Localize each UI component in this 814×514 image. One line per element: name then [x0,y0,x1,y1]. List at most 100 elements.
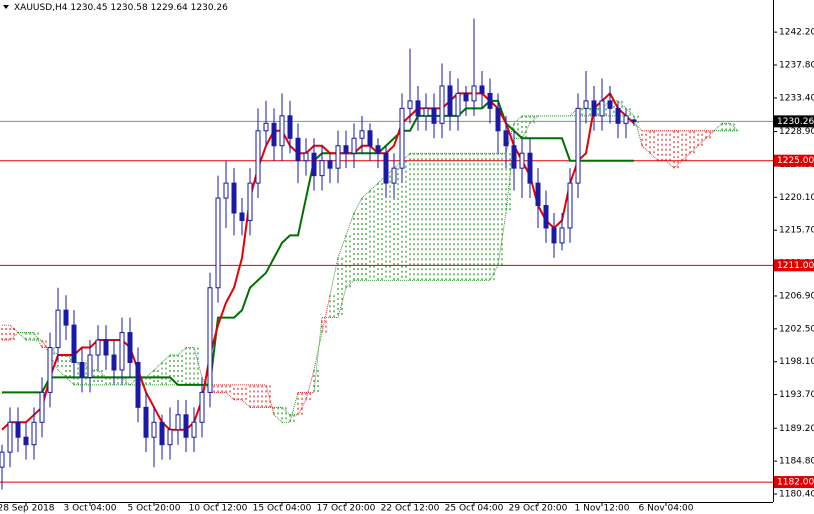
candle-body [511,145,517,169]
candle-body [551,227,557,244]
candle-body [487,92,493,109]
senkou-b [521,123,531,139]
candle-body [447,85,453,117]
price-label-bg [774,154,814,167]
candle-body [519,152,525,169]
candle-body [79,361,85,378]
candle-body [615,107,621,124]
candle-body [215,197,221,289]
x-tick-label: 1 Nov 12:00 [575,504,630,514]
x-tick-label: 15 Oct 04:00 [253,504,312,514]
y-tick-label: 1189.20 [779,424,814,434]
senkou-b [313,317,323,393]
menu-triangle[interactable] [3,5,9,9]
candle-body [359,130,365,139]
last-price-label: 1230.26 [777,117,814,127]
candle-body [295,137,301,162]
candle-body [503,130,509,147]
candle-body [55,309,61,349]
candle-body [343,145,349,154]
candle-body [439,85,445,124]
candle-body [623,115,629,124]
candle-body [319,160,325,177]
candle-body [175,414,181,431]
candle-body [527,152,533,184]
candle-body [0,451,5,468]
x-tick-label: 17 Oct 20:00 [317,504,376,514]
price-label: 1211.00 [777,261,814,271]
kijun-line [2,99,634,394]
candle-body [263,122,269,132]
senkou-b [489,265,499,281]
x-tick-label: 22 Oct 12:00 [381,504,440,514]
candle-body [63,309,69,326]
candle-body [207,287,213,393]
chart-title: XAUUSD,H4 1230.45 1230.58 1229.64 1230.2… [14,3,228,13]
price-label-bg [774,476,814,489]
candle-body [103,339,109,356]
x-tick-label: 3 Oct 04:00 [64,504,117,514]
x-tick-label: 29 Oct 20:00 [509,504,568,514]
close-value: 1230.26 [191,3,228,13]
y-tick-label: 1198.10 [779,357,814,367]
candle-body [7,421,13,453]
x-tick-label: 28 Sep 2018 [0,504,55,514]
candle-body [135,361,141,408]
candle-body [567,182,573,229]
candle-body [471,85,477,102]
candle-body [495,107,501,132]
candle-body [143,406,149,438]
candle-body [39,391,45,423]
candle-body [287,115,293,139]
senkou-a [329,257,339,296]
y-tick-label: 1180.40 [779,490,814,500]
candle-body [455,92,461,117]
candle-body [431,107,437,124]
candle-body [255,130,261,184]
candle-body [247,182,253,221]
last-price-bg [774,115,814,128]
candle-body [479,85,485,94]
y-tick-label: 1233.40 [779,93,814,103]
candle-body [151,421,157,438]
candle-body [71,324,77,363]
candle-body [311,152,317,177]
candle-body [399,107,405,169]
candle-body [23,436,29,446]
candle-body [559,227,565,244]
candle-body [335,145,341,169]
y-tick-label: 1242.20 [779,28,814,38]
y-tick-label: 1237.80 [779,61,814,71]
candle-body [423,107,429,117]
y-tick-label: 1206.90 [779,291,814,301]
candle-body [391,167,397,184]
candle-body [119,332,125,371]
y-tick-label: 1193.70 [779,390,814,400]
candle-body [383,152,389,184]
candle-body [327,160,333,169]
candle-body [607,100,613,109]
senkou-a [353,197,363,214]
candle-body [191,421,197,438]
candle-body [239,212,245,221]
x-tick-label: 25 Oct 04:00 [445,504,504,514]
candle-body [223,182,229,199]
senkou-b [497,212,507,266]
x-tick-label: 10 Oct 12:00 [189,504,248,514]
candle-body [87,354,93,378]
x-tick-label: 6 Nov 04:00 [639,504,694,514]
candle-body [47,347,53,393]
senkou-a [297,399,307,415]
y-tick-label: 1228.90 [779,127,814,137]
y-tick-label: 1184.80 [779,457,814,467]
candle-body [415,100,421,117]
candle-body [303,152,309,162]
x-tick-label: 5 Oct 20:00 [128,504,181,514]
candle-body [367,130,373,147]
candle-body [159,421,165,446]
candle-body [351,137,357,154]
candle-body [575,107,581,184]
y-tick-label: 1215.70 [779,226,814,236]
